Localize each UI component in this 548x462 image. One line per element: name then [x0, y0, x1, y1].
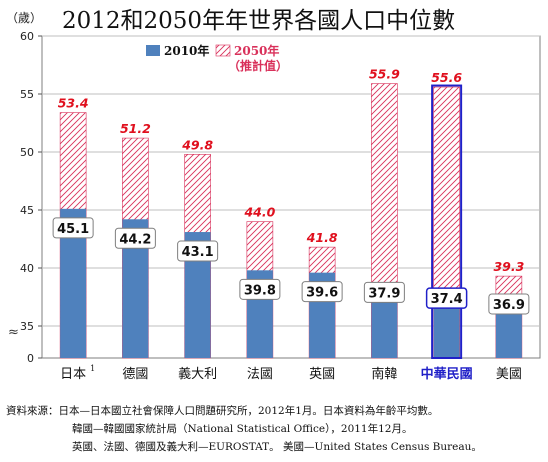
- value-label-box-2010: [301, 281, 343, 303]
- value-label-2050: 51.2: [120, 121, 151, 136]
- value-label-2010: 36.9: [493, 298, 525, 313]
- value-label-2010: 43.1: [182, 245, 214, 260]
- legend: 2010年 2050年 （推計值）: [146, 43, 288, 73]
- value-label-2010: 39.6: [306, 286, 338, 301]
- category-label: 德國: [122, 367, 148, 382]
- source-note-1: 資料來源：日本—日本國立社會保障人口問題研究所，2012年1月。日本資料為年齡平…: [6, 405, 439, 417]
- value-label-2050: 55.9: [369, 67, 400, 82]
- y-tick-label: 35: [20, 320, 34, 333]
- value-label-2010: 37.9: [368, 286, 400, 301]
- value-label-box-2010: [177, 240, 219, 262]
- value-label-box-2010: [425, 287, 468, 309]
- legend-swatch-2050: [215, 44, 231, 57]
- value-label-box-2010: [363, 281, 405, 303]
- source-note-3: 英國、法國、德國及義大利—EUROSTAT。 美國—United States …: [72, 441, 482, 453]
- highlight-outline: [431, 84, 463, 359]
- plot-frame: [41, 35, 541, 359]
- value-label-box-2010: [488, 293, 530, 315]
- axis-break-mark: ≈: [8, 325, 19, 340]
- category-label: 義大利: [178, 366, 217, 382]
- legend-label-2050: 2050年: [234, 43, 279, 58]
- bar-2010: [371, 292, 398, 358]
- chart: （歲） 2012和2050年年世界各國人口中位數 0 35 40 45 50 55 60 ≈5…: [6, 8, 541, 382]
- value-label-2050: 44.0: [243, 205, 275, 220]
- category-label: 日本: [60, 367, 86, 382]
- y-tick-label: 0: [27, 352, 34, 365]
- y-tick-label: 40: [20, 262, 34, 275]
- category-label: 英國: [309, 367, 335, 382]
- chart-title: 2012和2050年年世界各國人口中位數: [62, 8, 455, 34]
- source-note-2: 韓國—韓國國家統計局（National Statistical Office），…: [72, 423, 413, 435]
- legend-label-2010: 2010年: [164, 43, 209, 58]
- category-footnote: 1: [90, 364, 95, 373]
- value-label-box-2010: [239, 278, 281, 300]
- y-tick-label: 60: [20, 30, 34, 43]
- value-label-2050: 39.3: [493, 259, 524, 274]
- value-label-box-2010: [114, 227, 156, 249]
- y-axis-unit: （歲）: [6, 11, 42, 25]
- category-label: 法國: [247, 367, 273, 382]
- value-label-box-2010: [52, 217, 94, 239]
- value-label-2050: 49.8: [181, 137, 213, 152]
- value-label-2010: 44.2: [119, 232, 151, 247]
- plot-area: 0 35 40 45 50 55 60 ≈53.4 45.1 日本 1 51.2 44.2 德國 49.8 4…: [8, 30, 541, 382]
- y-tick-label: 55: [20, 88, 34, 101]
- y-tick-label: 50: [20, 146, 34, 159]
- y-tick-label: 45: [20, 204, 34, 217]
- value-label-2010: 45.1: [57, 222, 89, 237]
- category-label: 美國: [496, 367, 522, 382]
- value-label-2050: 41.8: [306, 230, 338, 245]
- category-label: 南韓: [371, 366, 397, 382]
- value-label-2010: 39.8: [244, 283, 276, 298]
- legend-swatch-2010: [146, 45, 160, 56]
- value-label-2050: 55.6: [431, 70, 462, 85]
- category-label: 中華民國: [421, 366, 473, 382]
- legend-label-2050-note: （推計值）: [228, 58, 288, 73]
- value-label-2010: 37.4: [431, 292, 463, 307]
- value-label-2050: 53.4: [58, 96, 89, 111]
